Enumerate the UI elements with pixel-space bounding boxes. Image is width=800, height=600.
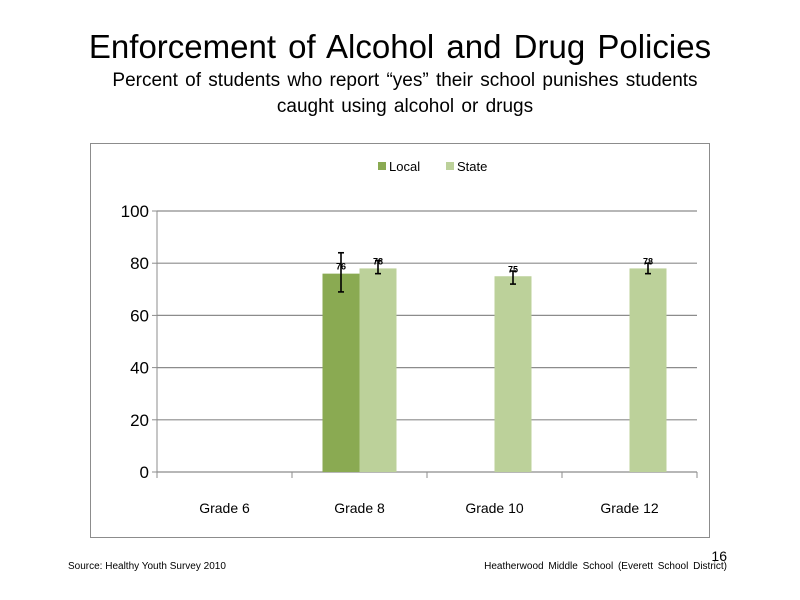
slide-subtitle: Percent of students who report “yes” the… (60, 68, 750, 120)
y-tick-label-80: 80 (130, 254, 149, 273)
school-name: Heatherwood Middle School (Everett Schoo… (484, 561, 727, 572)
slide-title: Enforcement of Alcohol and Drug Policies (88, 28, 712, 65)
legend-label-local: Local (389, 159, 420, 174)
legend-swatch-state (446, 162, 454, 170)
bar-local-1 (322, 273, 360, 472)
y-tick-label-60: 60 (130, 306, 149, 325)
source-note: Source: Healthy Youth Survey 2010 (68, 561, 226, 572)
bar-state-3 (629, 268, 667, 472)
data-label-state-1: 78 (373, 256, 383, 266)
y-tick-label-20: 20 (130, 411, 149, 430)
y-tick-label-100: 100 (121, 202, 149, 221)
bar-chart: 0 20 40 60 80 100 Grade 6 Grade 8 Grade 10 Grade … (121, 159, 698, 516)
y-tick-label-40: 40 (130, 359, 149, 378)
data-label-local-1: 76 (336, 262, 346, 272)
x-tick-label-grade-6: Grade 6 (199, 500, 250, 516)
data-label-state-3: 78 (643, 256, 653, 266)
subtitle-line-2: caught using alcohol or drugs (276, 96, 534, 117)
bar-state-2 (494, 276, 532, 472)
x-tick-label-grade-12: Grade 12 (600, 500, 659, 516)
data-label-state-2: 75 (508, 264, 518, 274)
bar-state-1 (359, 268, 397, 472)
legend-label-state: State (457, 159, 487, 174)
x-tick-label-grade-10: Grade 10 (465, 500, 524, 516)
slide-number: 16 (711, 548, 727, 564)
legend-swatch-local (378, 162, 386, 170)
subtitle-line-1: Percent of students who report “yes” the… (112, 70, 698, 91)
chart-area: 0 20 40 60 80 100 Grade 6 Grade 8 Grade 10 Grade … (90, 143, 710, 538)
x-tick-label-grade-8: Grade 8 (334, 500, 385, 516)
y-tick-label-0: 0 (140, 463, 149, 482)
